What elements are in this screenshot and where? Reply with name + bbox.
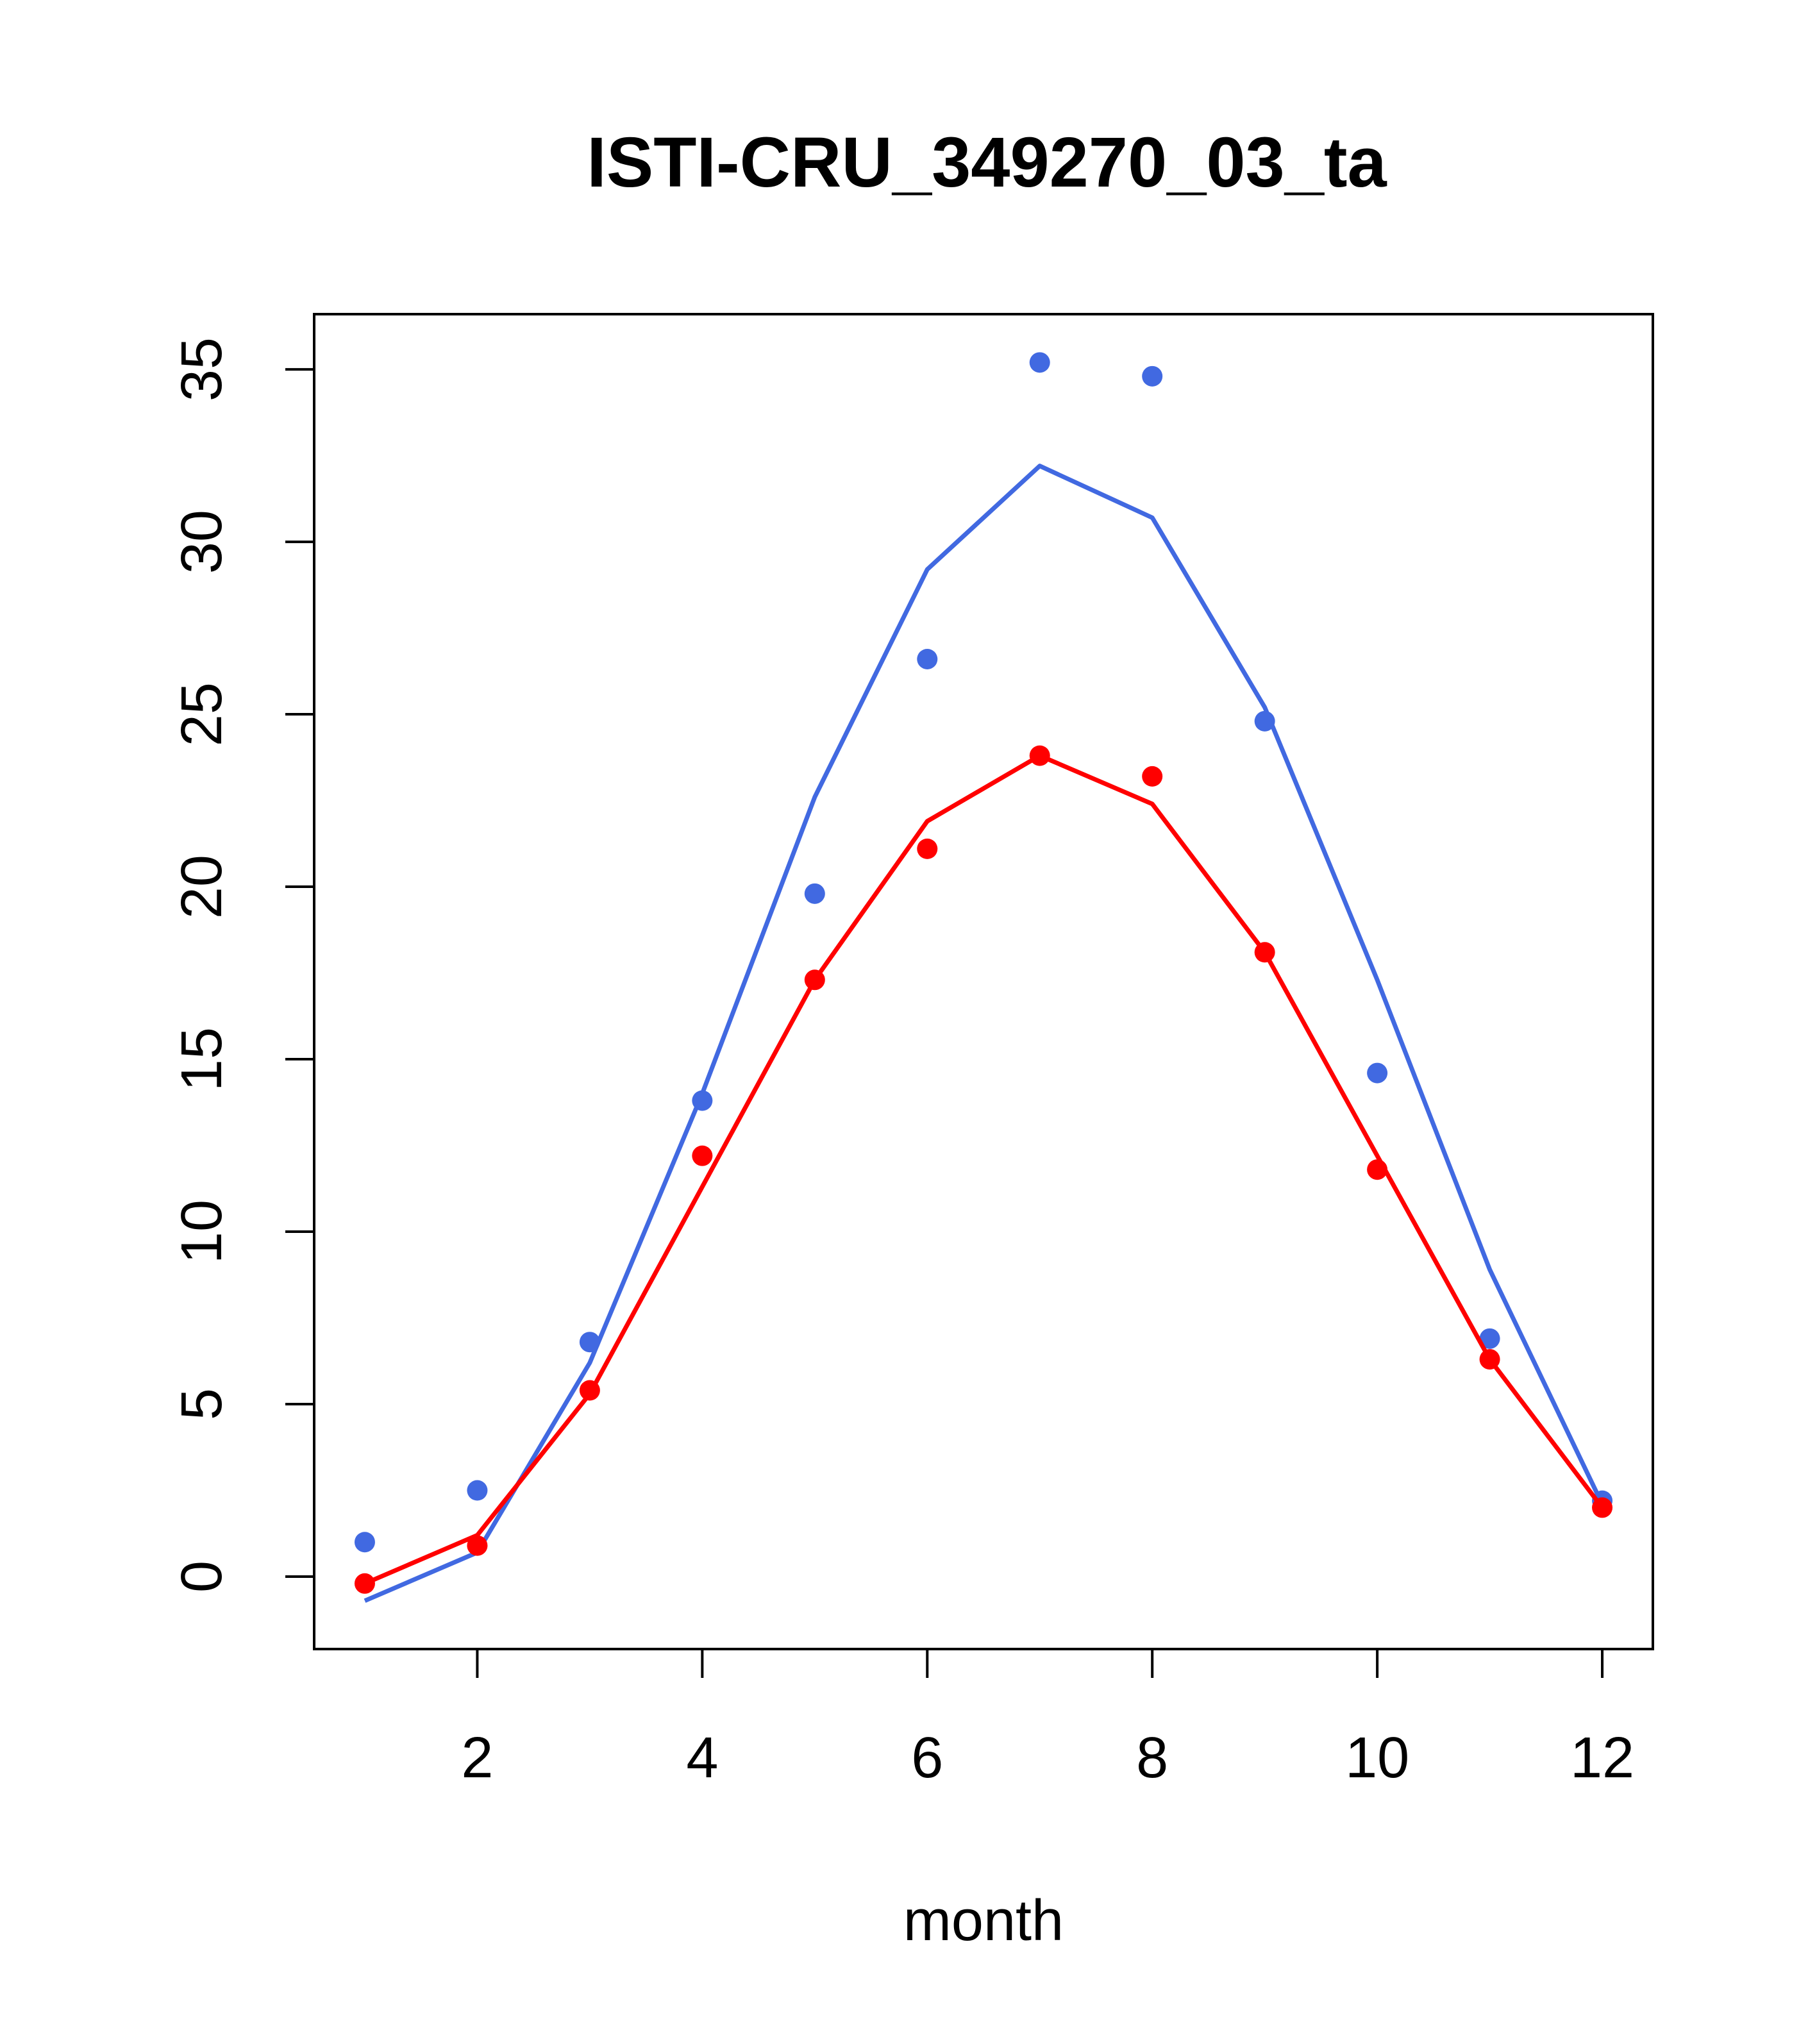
x-tick-label: 8 [1136,1726,1168,1790]
x-axis: 2 4 6 8 10 12 [461,1648,1634,1790]
data-point [692,1090,713,1111]
data-point [917,838,938,859]
data-point [1367,1062,1388,1084]
x-tick-label: 6 [911,1726,943,1790]
x-tick-label: 12 [1570,1726,1634,1790]
data-point [1142,766,1163,787]
data-point [467,1480,488,1501]
x-axis-label: month [903,1889,1064,1953]
data-point [354,1573,375,1594]
x-tick-label: 10 [1345,1726,1409,1790]
y-axis: 0 5 10 15 20 25 30 35 [170,337,315,1593]
y-tick-label: 30 [170,510,234,574]
data-point [1479,1349,1500,1370]
series-layer [354,352,1613,1603]
y-tick-label: 0 [170,1561,234,1593]
data-point [1142,365,1163,387]
x-tick-label: 2 [461,1726,493,1790]
x-tick-label: 4 [686,1726,718,1790]
data-point [354,1532,375,1553]
y-tick-label: 10 [170,1200,234,1264]
series-0 [354,352,1613,1603]
data-point [1029,352,1050,373]
data-point [579,1332,600,1353]
data-point [804,969,825,991]
data-point [804,883,825,904]
series-line [364,753,1604,1586]
y-tick-label: 35 [170,337,234,401]
data-point [579,1380,600,1401]
data-point [1479,1328,1500,1349]
data-point [1367,1159,1388,1180]
data-point [1254,710,1275,732]
series-1 [354,745,1613,1594]
y-tick-label: 20 [170,855,234,919]
series-line [364,464,1605,1603]
y-tick-label: 15 [170,1027,234,1091]
y-tick-label: 5 [170,1388,234,1420]
chart-title: ISTI-CRU_349270_03_ta [587,123,1387,202]
y-tick-label: 25 [170,682,234,746]
data-point [467,1535,488,1556]
data-point [1029,745,1050,766]
data-point [917,648,938,669]
plot-frame [313,313,1654,1650]
data-point [692,1145,713,1166]
data-point [1254,942,1275,963]
data-point [1592,1497,1613,1518]
